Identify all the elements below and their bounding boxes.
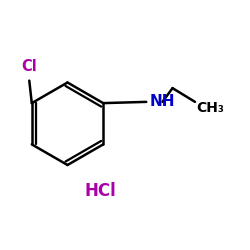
Text: NH: NH: [150, 94, 176, 109]
Text: HCl: HCl: [84, 182, 116, 200]
Text: CH₃: CH₃: [196, 101, 224, 115]
Text: Cl: Cl: [22, 59, 37, 74]
